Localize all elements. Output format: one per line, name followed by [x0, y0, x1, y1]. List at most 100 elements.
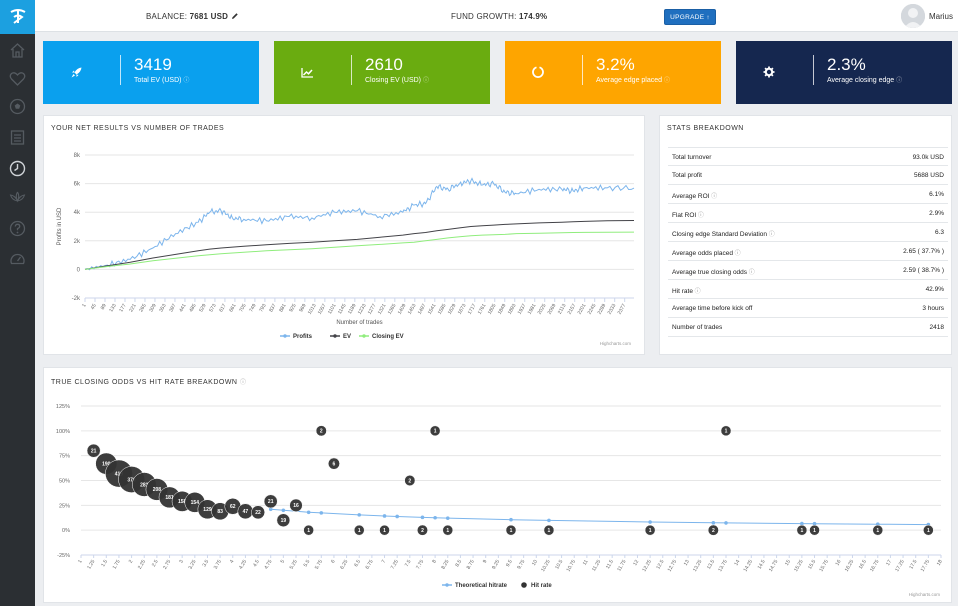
bubble-label: 1	[548, 528, 551, 534]
bubble	[505, 524, 517, 536]
hit-rate-bubble: 1	[543, 524, 555, 536]
soccer-ball-icon[interactable]	[8, 97, 27, 116]
x-tick-label: 6.25	[339, 559, 349, 571]
info-icon[interactable]: ⓘ	[422, 78, 429, 84]
theoretical-point	[800, 521, 804, 526]
rocket-icon	[69, 65, 83, 79]
y-tick-label: 100%	[56, 429, 70, 435]
info-icon[interactable]: ⓘ	[664, 78, 671, 84]
x-tick-label: 2245	[587, 303, 598, 316]
home-icon[interactable]	[8, 41, 27, 60]
info-icon[interactable]: ⓘ	[692, 289, 701, 295]
info-icon[interactable]: ⓘ	[747, 270, 755, 276]
chart-line-icon	[300, 65, 314, 79]
hit-rate-bubble: 1	[796, 524, 808, 536]
x-tick-label: 221	[128, 303, 137, 313]
hit-rate-bubble: 1	[505, 524, 517, 536]
x-tick-label: 14.5	[757, 559, 767, 571]
x-tick-label: 7.25	[390, 559, 400, 571]
x-tick-label: 2025	[537, 303, 548, 316]
lotus-icon[interactable]	[8, 188, 27, 207]
info-icon[interactable]: ⓘ	[183, 78, 190, 84]
info-icon[interactable]: ⓘ	[696, 213, 704, 219]
x-tick-label: 15	[784, 559, 792, 567]
hit-rate-bubble: 1	[303, 524, 314, 536]
stats-value: 6.3	[934, 229, 944, 236]
speedometer-icon[interactable]	[8, 250, 27, 269]
x-tick-label: 1937	[517, 303, 528, 316]
avatar[interactable]	[901, 4, 925, 28]
theoretical-point	[420, 515, 425, 520]
bubble-label: 1	[446, 528, 449, 534]
x-tick-label: 2	[128, 559, 135, 565]
x-tick-label: 4.25	[238, 559, 248, 571]
x-tick-label: 793	[258, 303, 267, 313]
kpi-value: 3.2%	[596, 55, 635, 74]
stats-row: Average true closing odds ⓘ 2.59 ( 38.7% …	[668, 261, 948, 280]
logo[interactable]	[0, 0, 35, 34]
theoretical-point	[509, 517, 513, 522]
x-tick-label: 1585	[437, 303, 448, 316]
info-icon[interactable]: ⓘ	[709, 194, 718, 200]
x-tick-label: 1761	[477, 303, 488, 316]
info-icon[interactable]: ⓘ	[767, 232, 775, 238]
info-icon[interactable]: ⓘ	[239, 380, 247, 386]
x-tick-label: 1453	[407, 303, 418, 316]
stats-label: Average odds placed ⓘ	[672, 250, 741, 257]
user-name[interactable]: Marius	[929, 12, 954, 21]
series-line-ev	[84, 220, 635, 270]
clock-icon[interactable]	[8, 159, 27, 178]
x-tick-label: 1145	[337, 303, 348, 316]
stats-row: Hit rate ⓘ 42.9%	[668, 280, 948, 299]
series-line-profits	[84, 177, 635, 271]
stats-value: 2.59 ( 38.7% )	[903, 267, 944, 274]
x-tick-label: 265	[138, 303, 147, 313]
info-icon[interactable]: ⓘ	[732, 251, 741, 257]
x-tick-label: 10.25	[540, 559, 552, 573]
info-icon[interactable]: ⓘ	[896, 78, 903, 84]
bubble	[263, 494, 278, 509]
pencil-icon[interactable]	[231, 12, 239, 20]
bubble-label: 190	[102, 461, 111, 467]
y-axis-title: Profits in USD	[57, 207, 63, 245]
x-tick-label: 485	[188, 303, 197, 313]
y-tick-label: 4k	[74, 210, 81, 216]
x-tick-label: 529	[198, 303, 207, 313]
bubble-label: 1	[434, 429, 437, 435]
stats-row: Total turnover 93.0k USD	[668, 147, 948, 166]
x-tick-label: 5.5	[303, 559, 312, 568]
x-tick-label: 11.75	[616, 559, 627, 573]
x-tick-label: 16.25	[844, 559, 856, 573]
bubble	[276, 513, 291, 527]
y-tick-label: 75%	[59, 454, 70, 460]
kpi-value: 2610	[365, 55, 403, 74]
stats-label: Number of trades	[672, 324, 723, 331]
x-tick-label: 1497	[417, 303, 428, 316]
x-tick-label: 6	[330, 559, 337, 565]
upgrade-button[interactable]: UPGRADE ↑	[664, 9, 716, 25]
list-icon[interactable]	[8, 128, 27, 147]
x-tick-label: 12	[632, 559, 640, 567]
stats-value: 93.0k USD	[912, 154, 944, 161]
x-tick-label: 18	[936, 559, 944, 567]
bubble-label: 2	[320, 429, 323, 435]
x-tick-label: 7.75	[415, 559, 425, 571]
heart-icon[interactable]	[8, 69, 27, 88]
y-tick-label: 6k	[74, 182, 81, 188]
fund-growth-label: FUND GROWTH:	[451, 12, 517, 21]
bubble-label: 1	[307, 528, 310, 534]
x-tick-label: 9.25	[491, 559, 501, 571]
help-icon[interactable]	[8, 219, 27, 238]
theoretical-point	[268, 507, 273, 512]
x-tick-label: 1541	[427, 303, 438, 316]
stats-row: Total profit 5688 USD	[668, 166, 948, 185]
chart-legend: Theoretical hitrate Hit rate	[442, 582, 552, 589]
x-tick-label: 7.5	[404, 559, 413, 568]
x-tick-label: 1101	[327, 303, 338, 316]
x-tick-label: 1.5	[100, 559, 109, 568]
stats-value: 3 hours	[922, 305, 944, 312]
x-tick-label: 2201	[577, 303, 588, 316]
x-tick-label: 16.5	[858, 559, 868, 571]
x-tick-label: 14.75	[768, 559, 780, 573]
theoretical-point	[319, 511, 324, 515]
